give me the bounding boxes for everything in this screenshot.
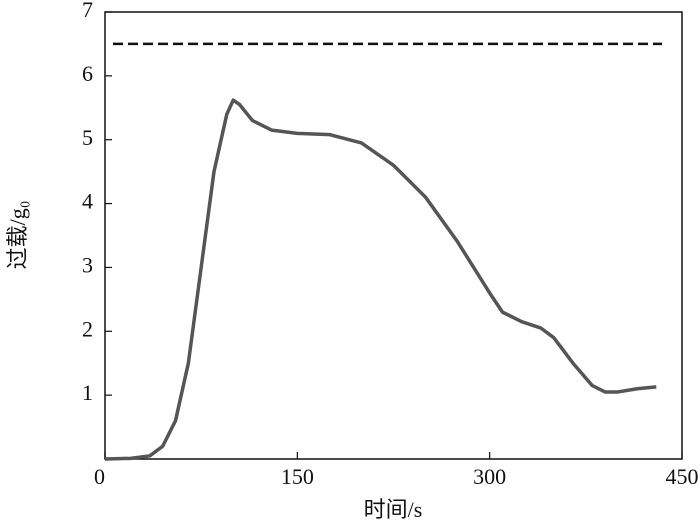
plot-frame	[104, 11, 683, 460]
y-axis-label: 过载/g₀	[5, 201, 30, 270]
x-tick-label: 0	[94, 464, 105, 489]
y-tick-label: 6	[82, 61, 93, 86]
data-line	[104, 98, 657, 461]
y-tick-label: 5	[82, 125, 93, 150]
x-tick-label: 150	[281, 464, 314, 489]
y-tick-label: 1	[82, 380, 93, 405]
y-tick-label: 3	[82, 252, 93, 277]
y-tick-label: 7	[82, 0, 93, 22]
x-tick-label: 300	[473, 464, 506, 489]
x-tick-label: 450	[666, 464, 699, 489]
y-tick-label: 4	[82, 189, 93, 214]
x-axis-label: 时间/s	[364, 497, 423, 522]
y-tick-label: 2	[82, 316, 93, 341]
